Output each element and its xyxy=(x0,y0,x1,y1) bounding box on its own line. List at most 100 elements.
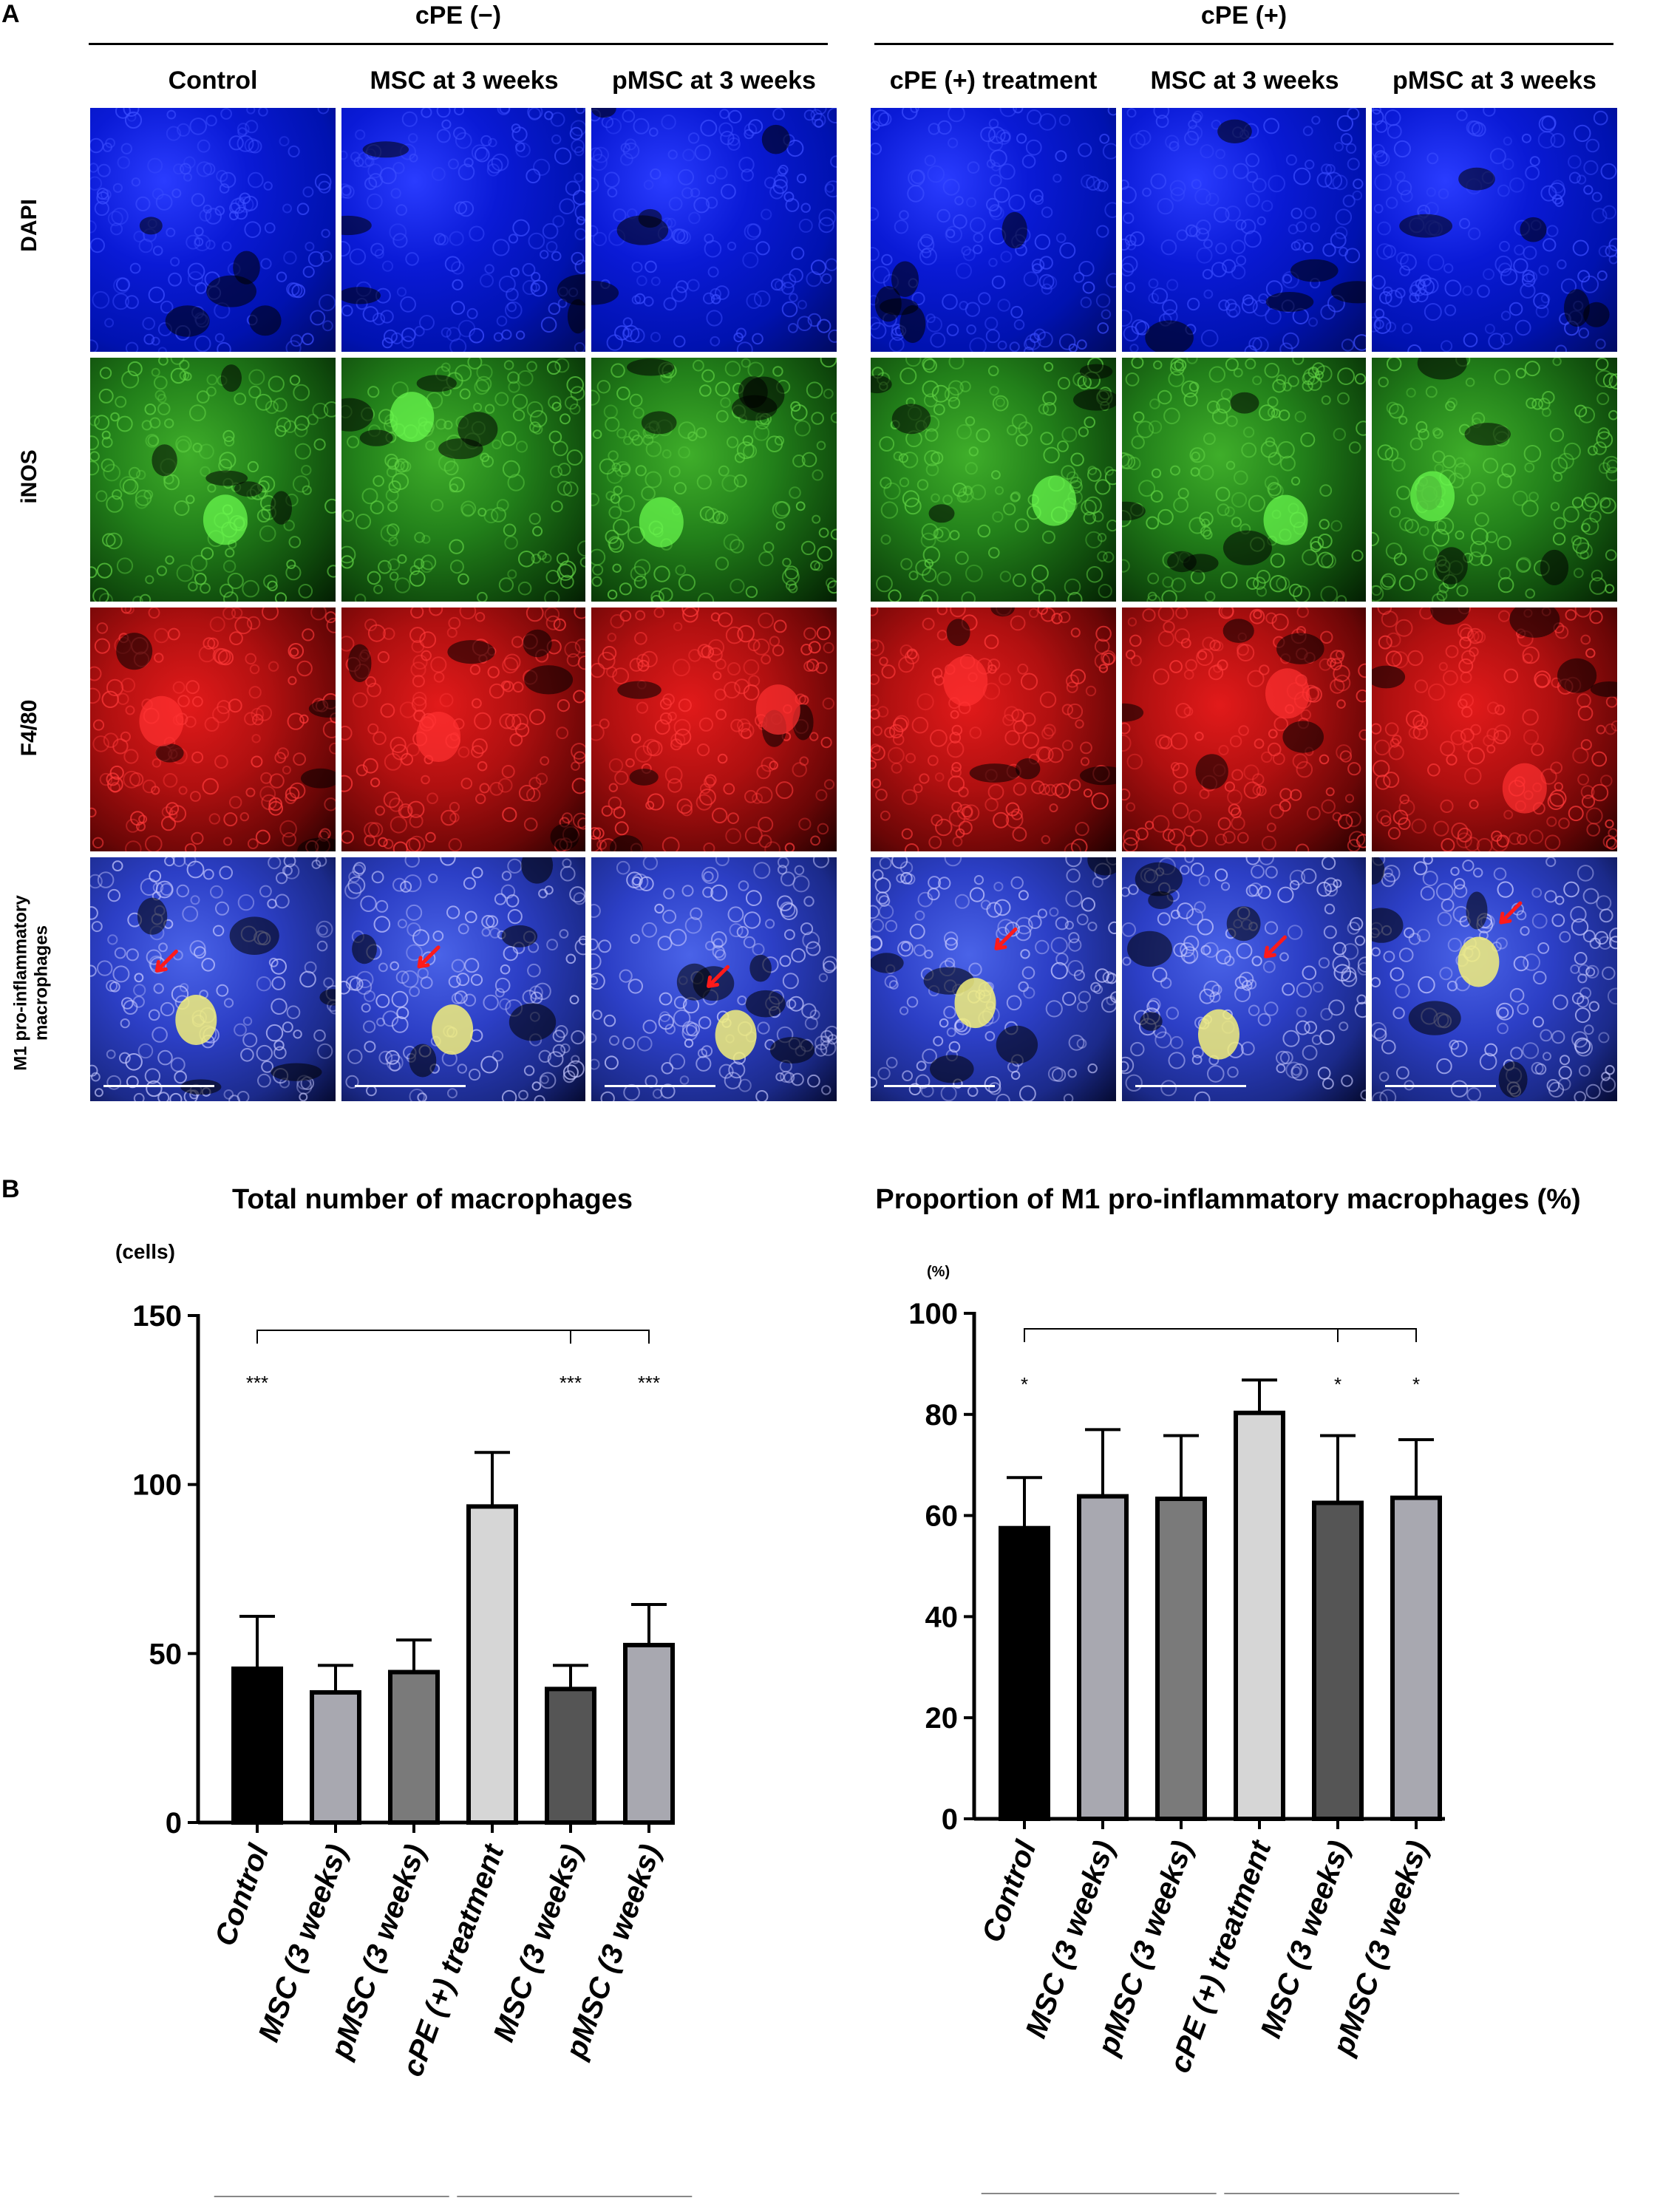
micrograph-inos-col3 xyxy=(591,358,837,602)
micrograph-dapi-col6 xyxy=(1372,108,1617,352)
micrograph-merge-col3 xyxy=(591,857,837,1101)
micrograph-merge-col1 xyxy=(90,857,336,1101)
red-arrow-icon xyxy=(417,945,441,969)
y-tick-label: 0 xyxy=(942,1803,958,1836)
cell-texture xyxy=(90,608,336,851)
group-header-rule-right xyxy=(874,43,1613,45)
column-title-msc-plus: MSC at 3 weeks xyxy=(1150,67,1339,95)
bar xyxy=(1390,1495,1442,1821)
micrograph-inos-col1 xyxy=(90,358,336,602)
chart1-ylabel: (cells) xyxy=(115,1240,175,1263)
column-title-msc-minus: MSC at 3 weeks xyxy=(370,67,559,95)
bar xyxy=(545,1687,596,1825)
cell-texture xyxy=(871,608,1116,851)
y-tick-label: 20 xyxy=(925,1702,959,1735)
cell-texture xyxy=(871,108,1116,352)
cell-texture xyxy=(1372,608,1617,851)
cell-texture xyxy=(871,857,1116,1101)
cell-texture xyxy=(90,358,336,602)
y-tick-label: 150 xyxy=(132,1300,182,1333)
scale-bar xyxy=(884,1085,995,1087)
significance-marker: * xyxy=(1021,1373,1028,1395)
micrograph-merge-col4 xyxy=(871,857,1116,1101)
micrograph-inos-col5 xyxy=(1122,358,1366,602)
cell-texture xyxy=(341,608,585,851)
bar xyxy=(1312,1500,1364,1821)
micrograph-f480-col1 xyxy=(90,608,336,851)
panel-b-letter: B xyxy=(1,1175,20,1203)
cell-texture xyxy=(591,358,837,602)
bar xyxy=(623,1642,675,1825)
red-arrow-icon xyxy=(707,964,730,988)
significance-marker: *** xyxy=(638,1372,660,1394)
bar xyxy=(1155,1497,1207,1821)
group-header-cpe-plus: cPE (+) xyxy=(1200,1,1288,30)
significance-bracket xyxy=(256,1330,650,1344)
group-header-rule-left xyxy=(89,43,828,45)
micrograph-inos-col4 xyxy=(871,358,1116,602)
cell-texture xyxy=(1122,608,1366,851)
significance-bracket xyxy=(1024,1328,1417,1342)
micrograph-merge-col5 xyxy=(1122,857,1366,1101)
red-arrow-icon xyxy=(994,927,1018,950)
micrograph-f480-col3 xyxy=(591,608,837,851)
cell-texture xyxy=(1372,857,1617,1101)
micrograph-f480-col5 xyxy=(1122,608,1366,851)
bar xyxy=(231,1666,283,1825)
micrograph-f480-col6 xyxy=(1372,608,1617,851)
cell-texture xyxy=(1122,108,1366,352)
micrograph-dapi-col4 xyxy=(871,108,1116,352)
y-tick-label: 100 xyxy=(132,1469,182,1502)
x-tick-label: Control xyxy=(976,1836,1042,1946)
significance-marker: *** xyxy=(246,1372,268,1394)
bar xyxy=(1234,1410,1285,1822)
micrograph-f480-col4 xyxy=(871,608,1116,851)
cell-texture xyxy=(591,608,835,851)
micrograph-f480-col2 xyxy=(341,608,585,851)
y-tick-label: 50 xyxy=(149,1638,183,1670)
chart2-title: Proportion of M1 pro-inflammatory macrop… xyxy=(875,1184,1581,1215)
micrograph-merge-col6 xyxy=(1372,857,1617,1101)
scale-bar xyxy=(605,1085,715,1087)
red-arrow-icon xyxy=(154,949,178,973)
cell-texture xyxy=(591,857,837,1101)
cell-texture xyxy=(341,857,585,1101)
micrograph-dapi-col5 xyxy=(1122,108,1366,352)
bar xyxy=(1077,1494,1129,1821)
cell-texture xyxy=(1372,108,1617,352)
cell-texture xyxy=(1122,857,1366,1101)
significance-marker: * xyxy=(1334,1373,1341,1395)
row-label-merge-line2: macrophages xyxy=(31,925,51,1041)
y-tick-label: 100 xyxy=(908,1298,958,1330)
cell-texture xyxy=(1122,358,1366,602)
row-label-dapi: DAPI xyxy=(17,199,41,252)
y-tick-label: 60 xyxy=(925,1500,959,1533)
cell-texture xyxy=(90,108,336,352)
scale-bar xyxy=(1135,1085,1246,1087)
micrograph-dapi-col1 xyxy=(90,108,336,352)
micrograph-dapi-col3 xyxy=(591,108,837,352)
row-label-f480: F4/80 xyxy=(17,699,41,757)
column-title-control: Control xyxy=(168,67,258,95)
red-arrow-icon xyxy=(1263,935,1287,959)
significance-marker: *** xyxy=(560,1372,582,1394)
row-label-merge-line1: M1 pro-inflammatory xyxy=(10,895,31,1071)
cell-texture xyxy=(90,857,336,1101)
x-tick-label: Control xyxy=(208,1840,275,1950)
y-tick-label: 0 xyxy=(166,1807,182,1840)
bar xyxy=(466,1504,518,1825)
cell-texture xyxy=(1372,358,1617,602)
significance-marker: * xyxy=(1412,1373,1420,1395)
cell-texture xyxy=(591,108,837,352)
bar xyxy=(310,1689,361,1825)
red-arrow-icon xyxy=(1499,901,1523,925)
cell-texture xyxy=(871,358,1116,602)
scale-bar xyxy=(103,1085,214,1087)
micrograph-merge-col2 xyxy=(341,857,585,1101)
bar xyxy=(999,1525,1050,1821)
group-header-cpe-minus: cPE (−) xyxy=(415,1,502,30)
column-title-pmsc-minus: pMSC at 3 weeks xyxy=(612,67,816,95)
row-label-merge: M1 pro-inflammatory macrophages xyxy=(10,895,51,1070)
column-title-cpe-treatment: cPE (+) treatment xyxy=(889,67,1098,95)
